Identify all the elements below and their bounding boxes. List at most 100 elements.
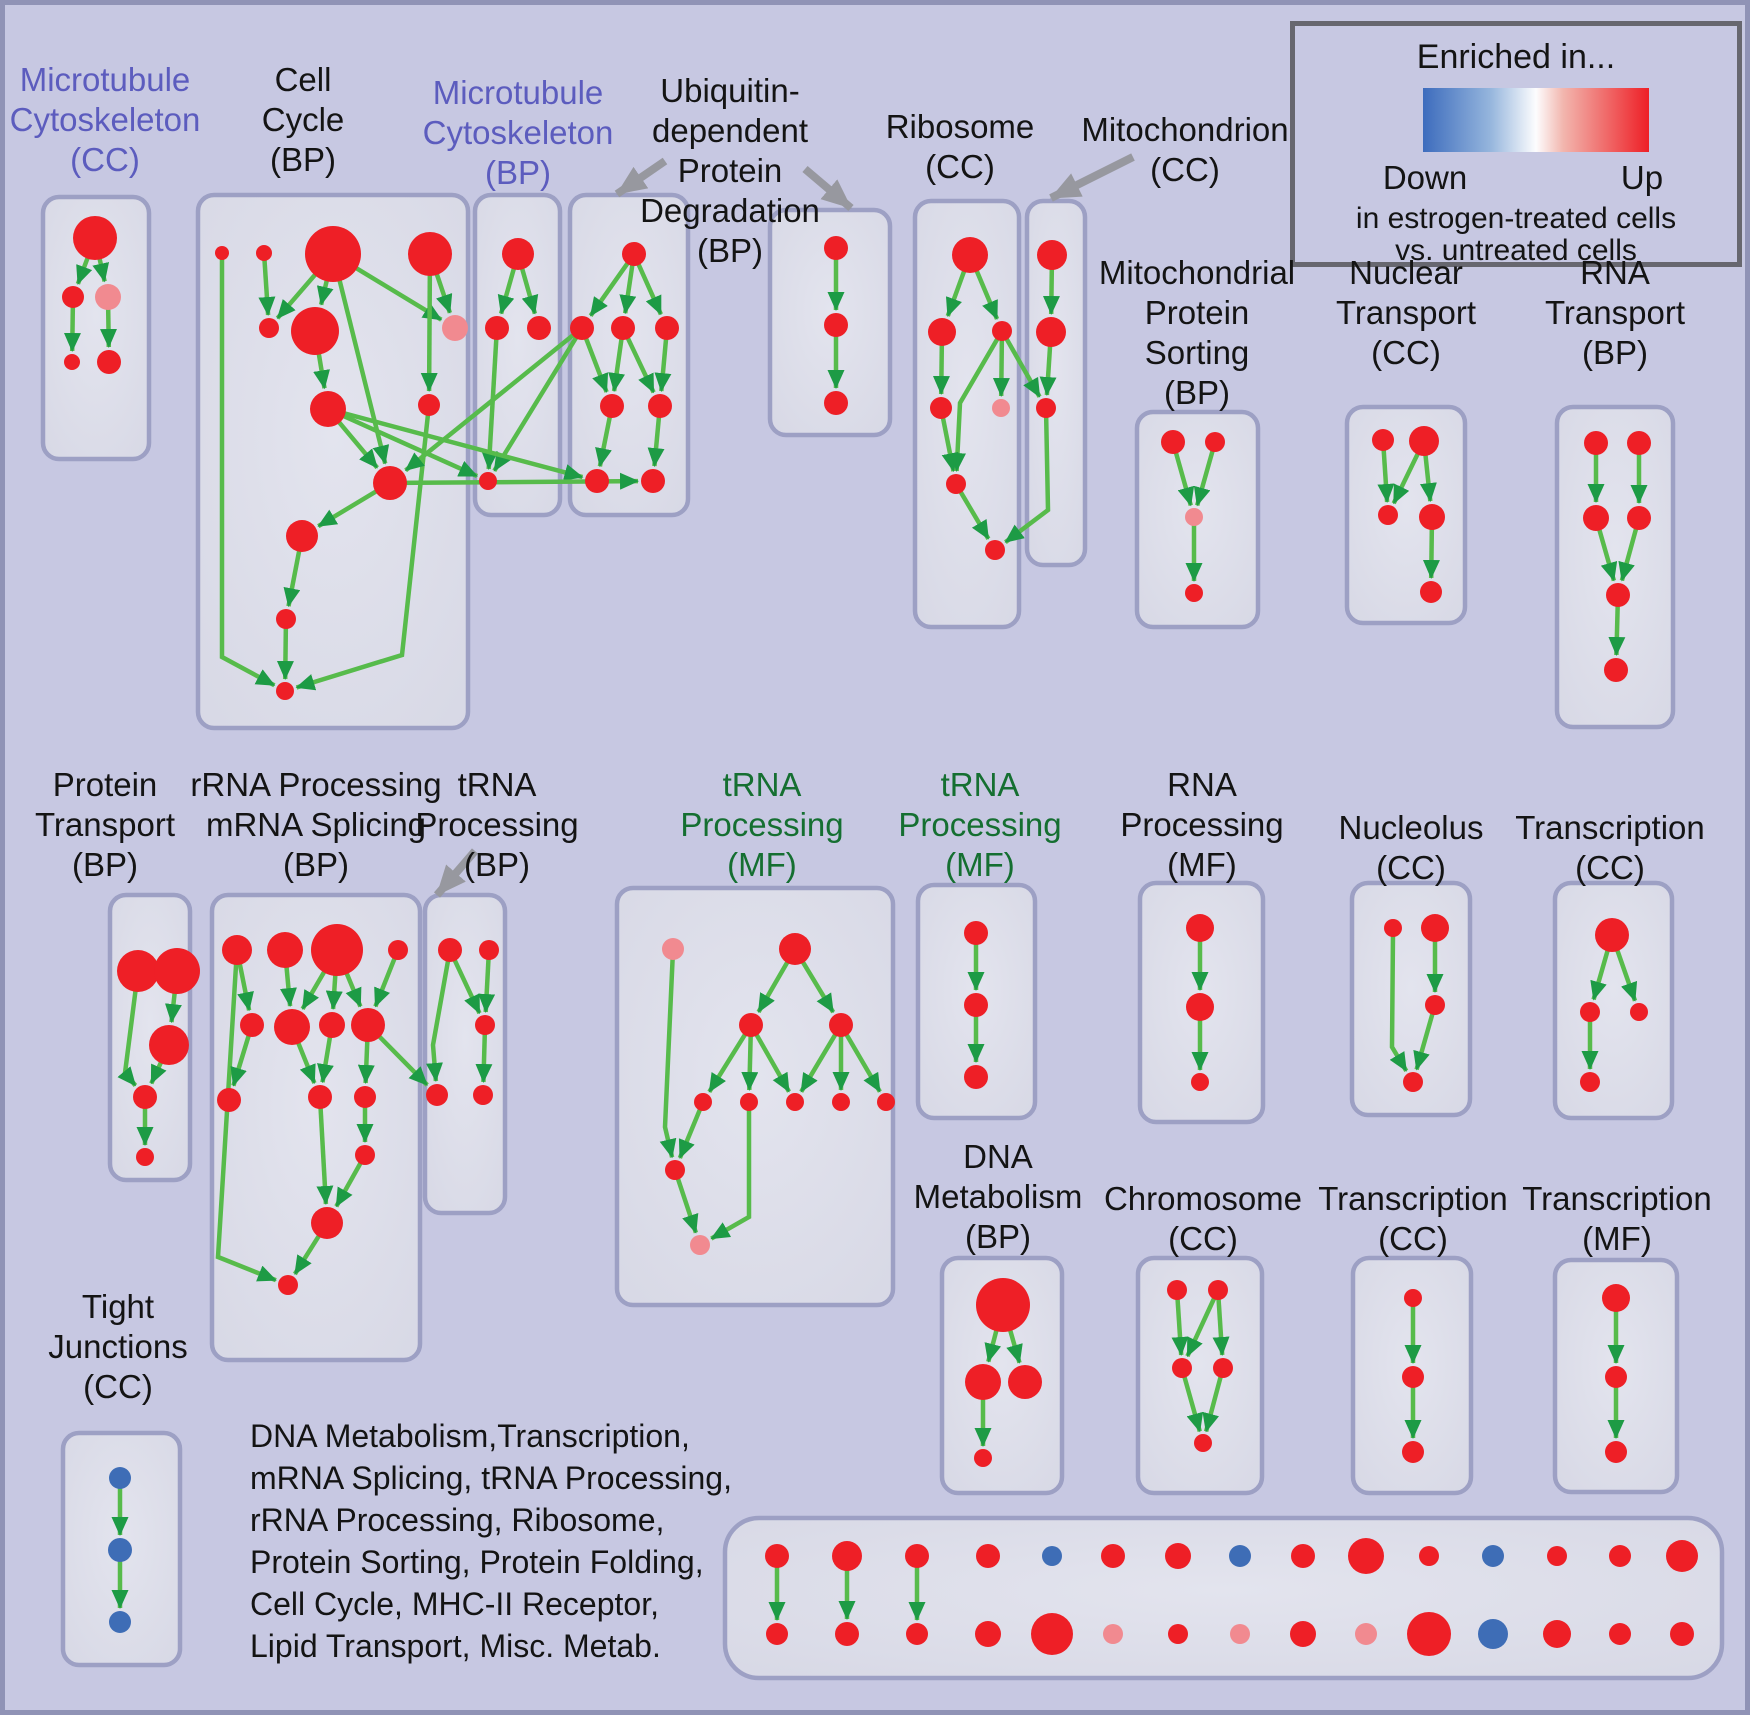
go-term-node-nuclear-transport-b (1420, 581, 1442, 603)
go-term-node-rna-transport-c (1606, 583, 1630, 607)
go-term-node-rna-mf-c (1191, 1073, 1209, 1091)
go-term-node-rna-transport-b (1604, 658, 1628, 682)
go-term-node-ribosome-cv (946, 474, 966, 494)
edge-rrna (215, 957, 277, 1283)
legend-gradient-bar (1423, 88, 1649, 152)
go-term-node-bottom-top-13 (1609, 1545, 1631, 1567)
go-term-node-nucleolus-m (1425, 995, 1445, 1015)
go-term-node-bottom-top-3 (976, 1544, 1000, 1568)
go-term-node-mps-pk (1185, 508, 1203, 526)
edge-nucleolus (1389, 932, 1409, 1073)
go-term-node-mitochondrion-t (1037, 240, 1067, 270)
cluster-label-trna-mf-2: tRNA Processing (MF) (898, 766, 1062, 883)
go-term-node-trna-mf-small-a (964, 921, 988, 945)
edge-ribosome (945, 262, 970, 317)
go-term-node-cell-cycle-pk (442, 315, 468, 341)
go-term-node-chromosome-t2 (1208, 1280, 1228, 1300)
go-term-node-ubiq-chain-b (824, 313, 848, 337)
go-term-node-ribosome-pk (992, 399, 1010, 417)
go-term-node-trna-mf-big-b4 (832, 1093, 850, 1111)
go-term-node-bottom-top-4 (1042, 1546, 1062, 1566)
cluster-label-rna-transport: RNA Transport (BP) (1545, 254, 1685, 371)
edge-trna-bp (478, 954, 496, 1013)
edge-ubiquitin (634, 258, 663, 316)
cluster-box-mt-cc (40, 194, 152, 462)
cluster-label-trna-bp: tRNA Processing (BP) (415, 766, 579, 883)
go-term-node-ubiquitin-m2 (611, 316, 635, 340)
edge-transcription-cc1 (1612, 942, 1638, 1002)
text-block-line: Cell Cycle, MHC-II Receptor, (250, 1586, 659, 1622)
go-term-node-ribosome-b (985, 540, 1005, 560)
text-block-line: DNA Metabolism,Transcription, (250, 1418, 690, 1454)
go-term-node-bottom-bottom-11 (1478, 1619, 1508, 1649)
go-term-node-trna-mf-small-c (964, 1065, 988, 1089)
go-term-node-protein-transport-m (149, 1025, 189, 1065)
edge-trna-bp (450, 954, 482, 1015)
go-term-node-bottom-top-7 (1229, 1545, 1251, 1567)
go-term-node-transcription-cc2-b (1402, 1366, 1424, 1388)
edge-cell-cycle (317, 485, 384, 529)
go-term-node-bottom-top-1 (832, 1541, 862, 1571)
go-term-node-bottom-top-11 (1482, 1545, 1504, 1567)
cluster-label-rna-mf: RNA Processing (MF) (1120, 766, 1284, 883)
go-term-node-bottom-bottom-6 (1168, 1624, 1188, 1644)
edge-ribosome (971, 262, 1000, 320)
edge-protein-transport (117, 981, 139, 1087)
edge-cell-cycle (258, 256, 276, 316)
go-term-node-cell-cycle-m1 (259, 318, 279, 338)
cluster-label-ubiquitin: Ubiquitin-dependent Protein Degradation (BP… (640, 72, 820, 269)
cluster-box-nuclear-transport (1344, 404, 1468, 626)
cross-edge (335, 410, 479, 479)
go-term-node-bottom-bottom-12 (1543, 1620, 1571, 1648)
edge-ubiquitin (608, 333, 626, 393)
edge-trna-bp (425, 955, 452, 1082)
edge-trna-mf-big (799, 1029, 840, 1093)
go-term-node-bottom-bottom-8 (1290, 1621, 1316, 1647)
go-term-node-ubiquitin-b1 (585, 469, 609, 493)
go-term-node-tight-junctions-c (109, 1611, 131, 1633)
go-term-node-trna-mf-big-pk (662, 938, 684, 960)
edge-trna-bp (475, 1029, 493, 1083)
go-term-node-mt-bp-mr (527, 316, 551, 340)
go-term-node-bottom-bottom-10 (1407, 1612, 1451, 1656)
edge-mitochondrion (1042, 262, 1060, 315)
edge-trna-mf-big (674, 1173, 699, 1234)
edge-ubiquitin (647, 411, 665, 468)
go-term-node-rna-transport-t1 (1584, 431, 1608, 455)
go-term-node-rrna-r3 (388, 940, 408, 960)
go-term-node-rrna-r2 (311, 924, 363, 976)
cluster-label-mps: Mitochondrial Protein Sorting (BP) (1098, 254, 1296, 411)
cluster-label-cell-cycle: Cell Cycle (BP) (261, 61, 345, 178)
go-term-node-nuclear-transport-t1 (1372, 429, 1394, 451)
ubiquitin-left-arrow (614, 157, 668, 198)
go-term-node-rrna-r10 (354, 1086, 376, 1108)
cluster-box-chromosome (1135, 1255, 1265, 1496)
go-term-node-protein-transport-l (133, 1085, 157, 1109)
go-term-node-trna-bp-t2 (479, 940, 499, 960)
go-term-node-cell-cycle-n8 (373, 466, 407, 500)
edge-rrna (292, 1228, 325, 1276)
text-block-line: rRNA Processing, Ribosome, (250, 1502, 665, 1538)
edge-cell-cycle (343, 259, 443, 322)
go-term-node-dna-met-bl (965, 1364, 1001, 1400)
go-term-node-mps-t2 (1205, 432, 1225, 452)
edge-trna-mf-big (741, 1030, 759, 1091)
edge-ubiquitin (654, 333, 672, 393)
cluster-label-transcription-cc2: Transcription (CC) (1318, 1180, 1508, 1257)
go-term-node-nuclear-transport-ml (1378, 505, 1398, 525)
go-term-node-transcription-cc2-c (1402, 1441, 1424, 1463)
go-term-node-mt-bp-ml (485, 316, 509, 340)
go-term-node-mt-bp-t (502, 238, 534, 270)
go-term-node-rrna-r7 (351, 1008, 385, 1042)
go-term-node-rna-mf-b (1186, 993, 1214, 1021)
go-term-node-ubiquitin-t (622, 242, 646, 266)
go-term-node-rna-transport-t2 (1627, 431, 1651, 455)
go-term-node-bottom-bottom-9 (1355, 1623, 1377, 1645)
edge-transcription-cc1 (1590, 942, 1612, 1001)
go-term-node-ribosome-l1 (930, 397, 952, 419)
go-term-node-mps-b (1185, 584, 1203, 602)
go-term-node-rrna-r0 (222, 935, 252, 965)
edge-mt-bp (518, 261, 539, 315)
cluster-label-nuclear-transport: Nuclear Transport (CC) (1336, 254, 1476, 371)
edge-chromosome (1202, 1372, 1224, 1433)
